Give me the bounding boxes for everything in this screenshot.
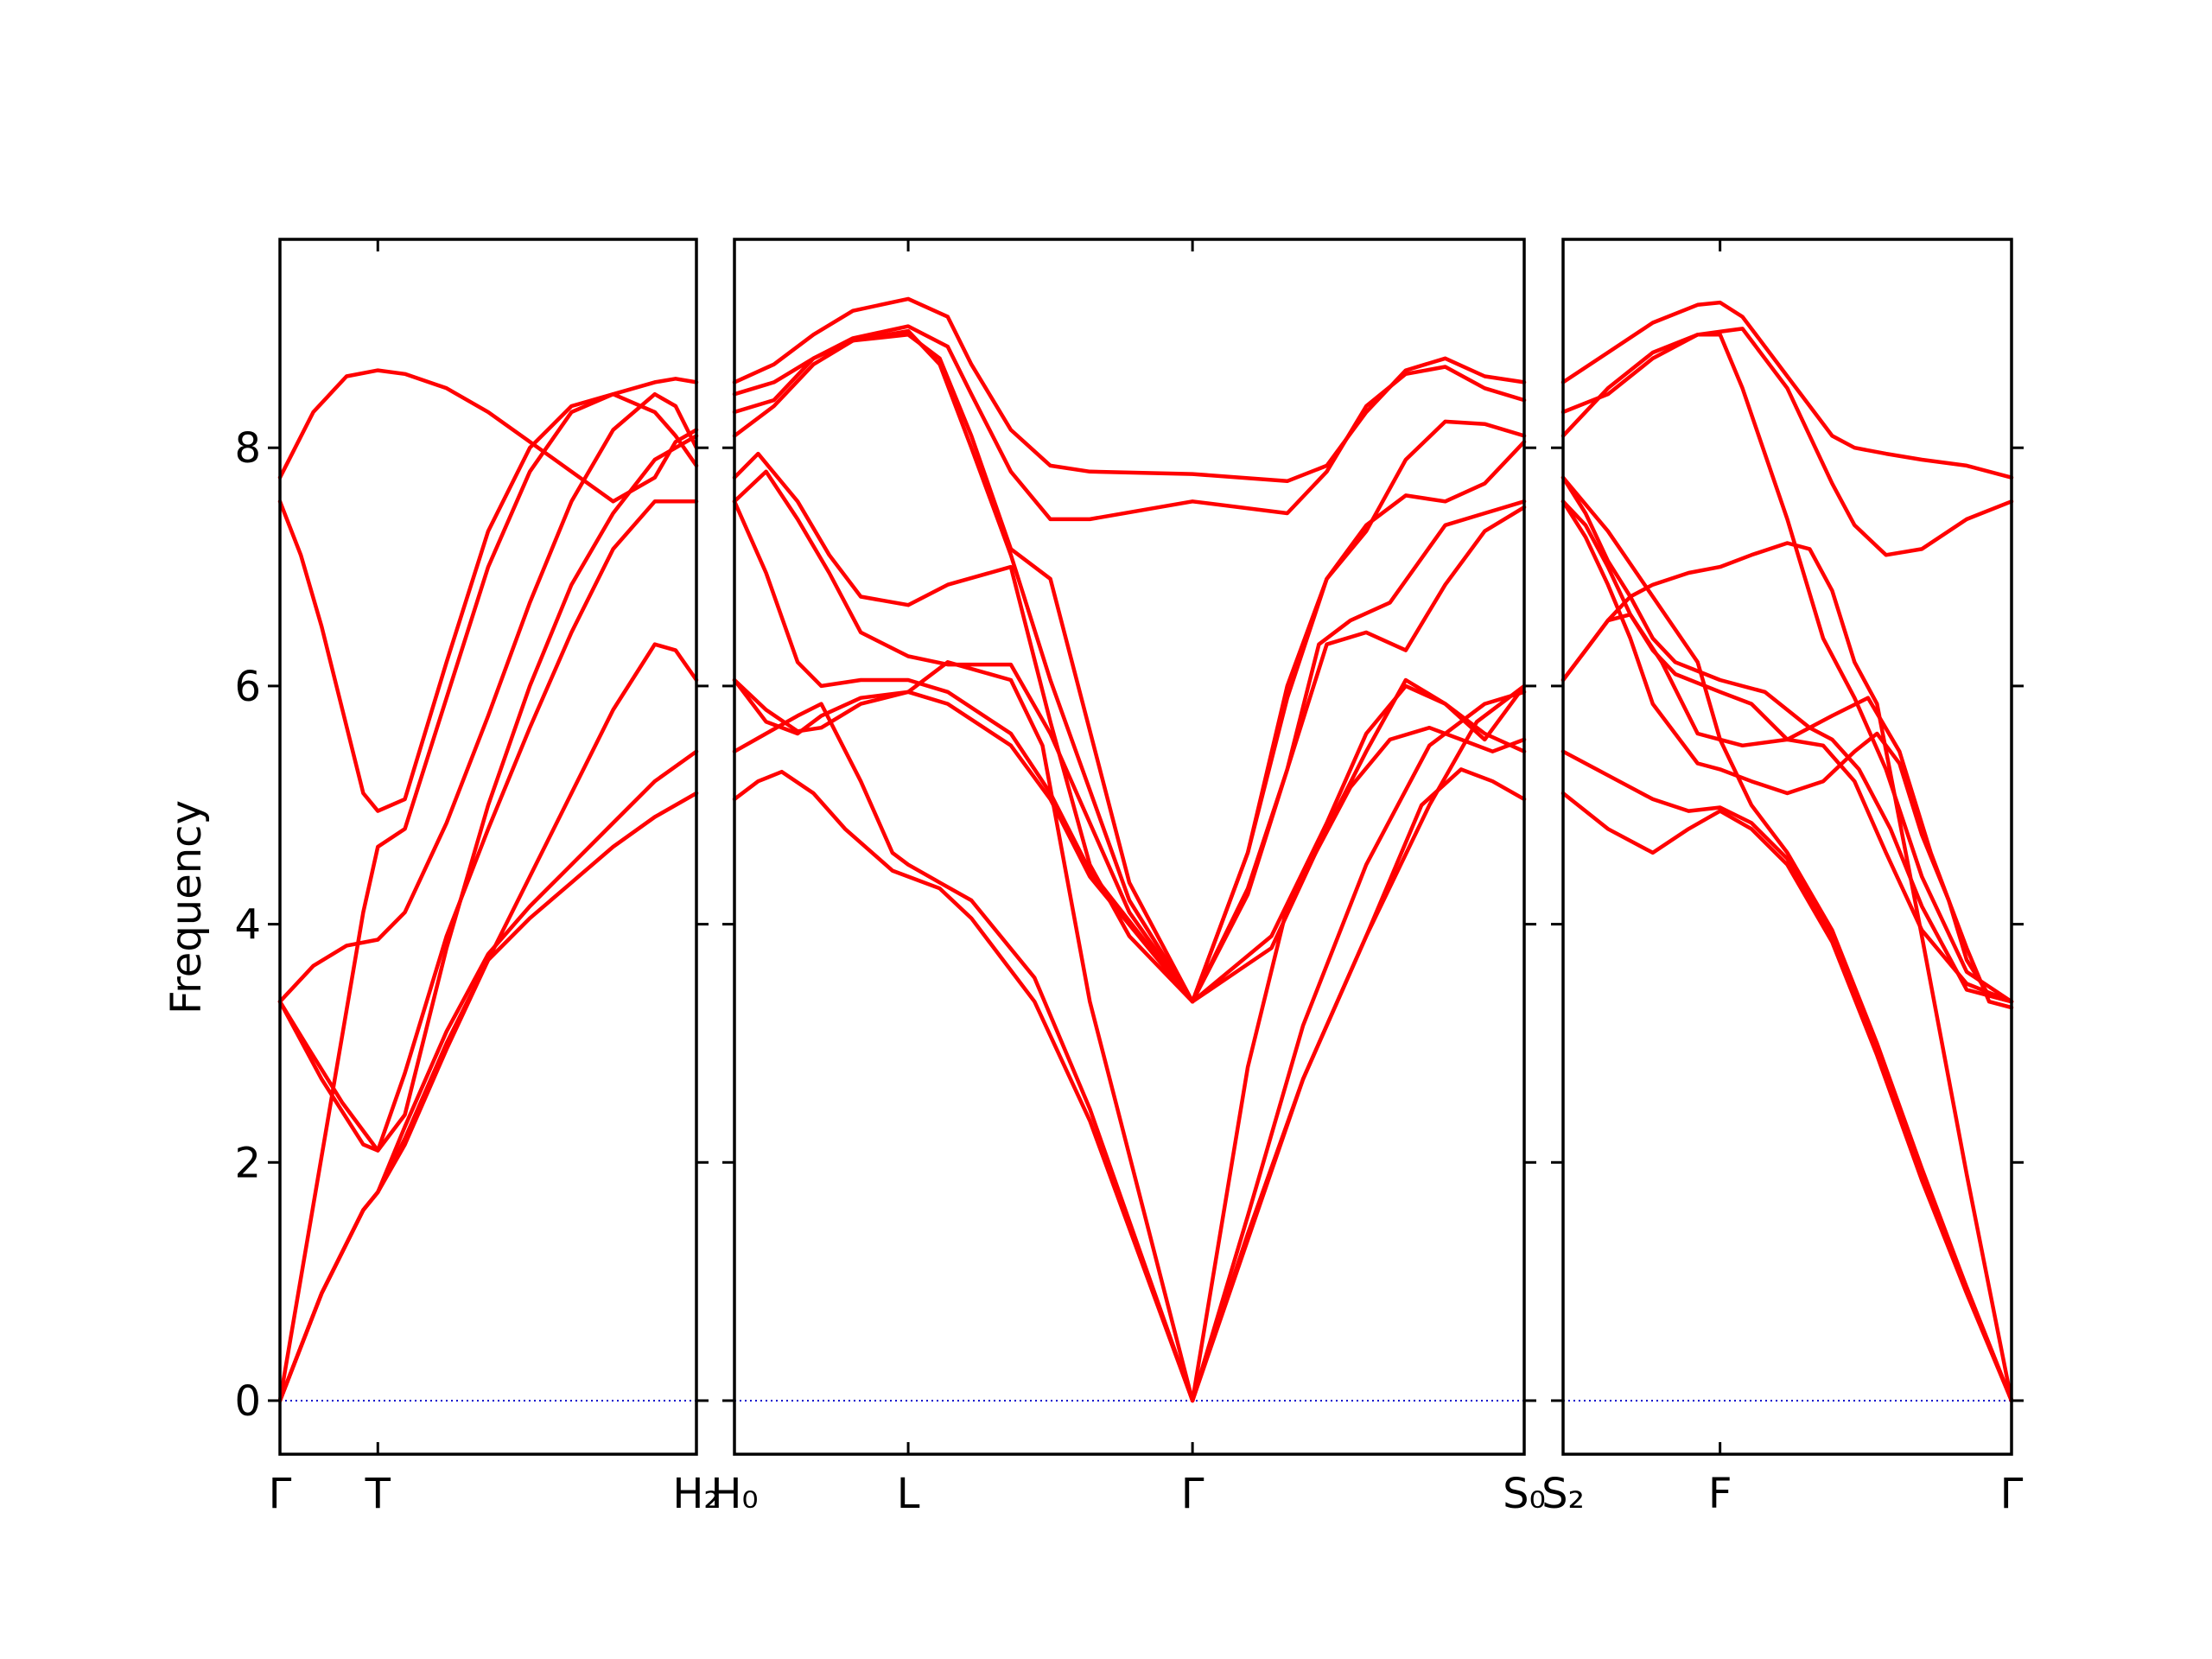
band-line-11 bbox=[732, 660, 1527, 1403]
band-line-10 bbox=[1560, 791, 2014, 1403]
band-line-2 bbox=[732, 324, 1527, 522]
band-line-6 bbox=[732, 469, 1527, 1004]
panel-frame bbox=[1561, 238, 2013, 1456]
x-tick-label: Γ bbox=[2000, 1470, 2024, 1518]
x-tick-label: S₂ bbox=[1541, 1470, 1585, 1518]
x-tick-label: H₂ bbox=[672, 1470, 720, 1518]
band-line-2 bbox=[277, 391, 699, 813]
band-line-5 bbox=[277, 434, 699, 1153]
y-tick-label: 8 bbox=[234, 424, 261, 473]
band-line-7 bbox=[277, 642, 699, 1403]
band-line-9 bbox=[732, 702, 1527, 1403]
y-tick-label: 6 bbox=[234, 663, 261, 711]
band-line-2 bbox=[1560, 327, 2014, 557]
band-line-1 bbox=[732, 296, 1527, 484]
x-tick-label: Γ bbox=[269, 1470, 292, 1518]
band-line-9 bbox=[277, 791, 699, 1403]
band-line-3 bbox=[277, 377, 699, 1403]
band-line-8 bbox=[277, 749, 699, 1403]
band-line-12 bbox=[1190, 690, 1527, 1403]
band-line-3 bbox=[732, 328, 1527, 1004]
x-tick-label: L bbox=[897, 1470, 920, 1518]
band-line-4 bbox=[732, 333, 1527, 1004]
panel-frame bbox=[278, 238, 698, 1456]
band-line-7 bbox=[732, 499, 1527, 1004]
band-line-5 bbox=[1560, 499, 2014, 1004]
x-tick-label: F bbox=[1708, 1470, 1732, 1518]
y-axis-label: Frequency bbox=[162, 800, 211, 1014]
band-line-8 bbox=[1560, 541, 2014, 1403]
band-line-1 bbox=[1560, 300, 2014, 480]
panel-1: Γ T H₂ 0 2 4 6 8 bbox=[234, 238, 721, 1518]
panel-2: H₀ L Γ S₀ bbox=[710, 238, 1546, 1518]
band-line-7 bbox=[1560, 612, 2014, 1010]
band-line-6 bbox=[277, 499, 699, 1153]
y-tick-label: 4 bbox=[234, 901, 261, 950]
panel-frame bbox=[733, 238, 1526, 1456]
y-tick-label: 2 bbox=[234, 1139, 261, 1187]
y-tick-label: 0 bbox=[234, 1377, 261, 1426]
band-line-1 bbox=[277, 368, 699, 504]
band-line-9 bbox=[1560, 749, 2014, 1403]
band-line-4 bbox=[277, 391, 699, 1004]
x-tick-label: T bbox=[365, 1470, 391, 1518]
x-tick-label: H₀ bbox=[710, 1470, 758, 1518]
band-line-3 bbox=[1560, 333, 2014, 1004]
x-tick-label: Γ bbox=[1181, 1470, 1205, 1518]
band-line-11 bbox=[1560, 475, 2014, 1403]
panel-3: S₂ F Γ bbox=[1541, 238, 2024, 1518]
x-tick-label: S₀ bbox=[1503, 1470, 1546, 1518]
band-line-8 bbox=[732, 677, 1527, 1004]
band-line-10 bbox=[732, 767, 1527, 1403]
